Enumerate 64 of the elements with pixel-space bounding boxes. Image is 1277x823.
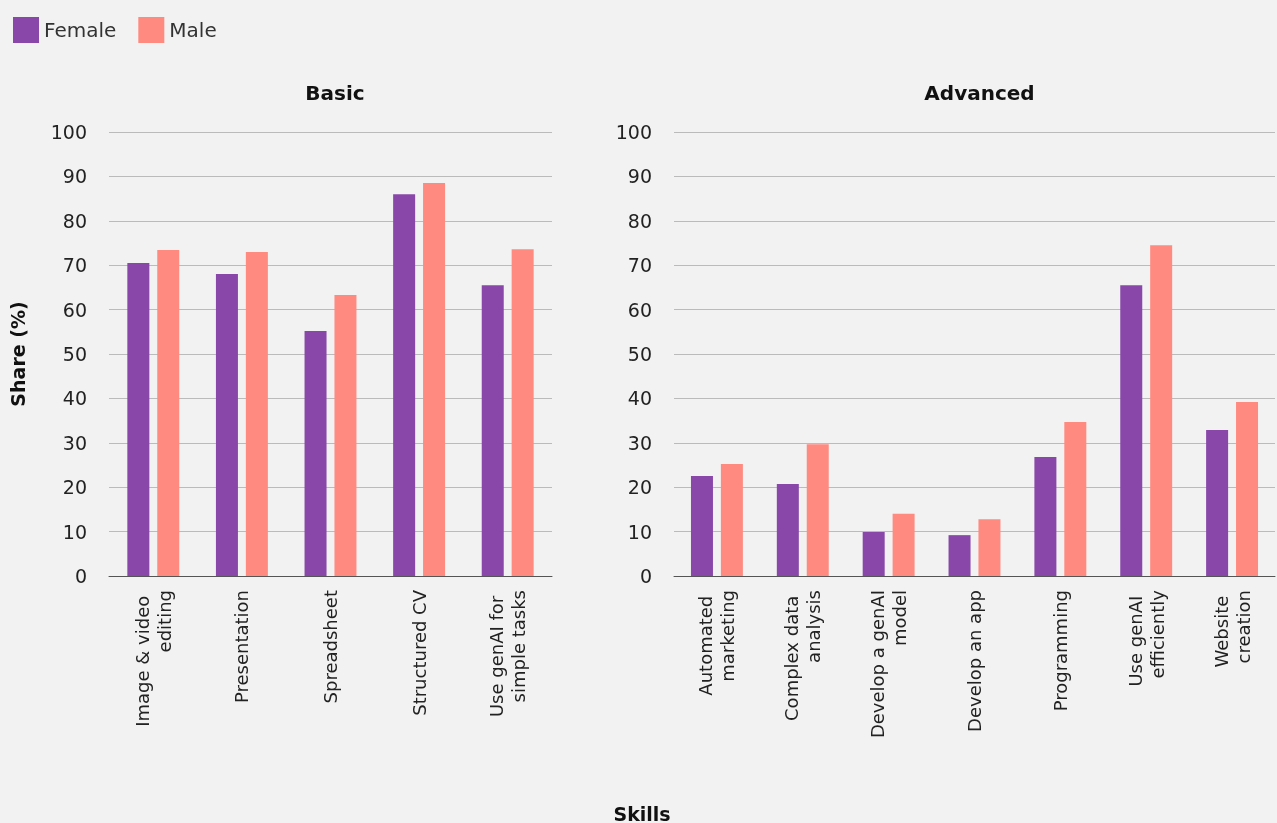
y-tick-label: 30 [627,431,652,454]
y-tick-label: 80 [627,209,652,232]
y-tick-label: 20 [62,476,87,499]
y-tick-label: 30 [62,431,87,454]
y-tick-label: 90 [62,165,87,188]
bar [245,251,268,576]
bar [892,513,915,576]
y-tick-label: 20 [627,476,652,499]
bar [720,464,743,576]
bar [1064,421,1087,576]
bar [127,262,150,576]
bar [393,194,416,576]
y-tick-label: 70 [62,254,87,277]
y-tick-label: 90 [627,165,652,188]
bar [948,535,971,576]
y-tick-label: 10 [62,520,87,543]
y-tick-label: 0 [639,565,652,587]
x-tick-label: Automated marketing [695,590,739,696]
legend-label: Male [169,18,217,42]
x-axis-title: Skills [613,802,671,823]
y-tick-label: 40 [62,387,87,410]
x-tick-label: Complex data analysis [781,590,825,721]
bar [1034,457,1057,576]
y-tick-label: 10 [627,520,652,543]
x-tick-label: Programming [1049,590,1071,712]
x-tick-label: Use genAI efficiently [1124,589,1168,687]
x-tick-label: Use genAI for simple tasks [486,590,530,718]
y-tick-label: 100 [615,121,652,143]
y-tick-label: 50 [627,343,652,365]
x-tick-label: Presentation [231,590,253,704]
bar [862,532,885,576]
x-tick-label: Website creation [1210,590,1254,668]
legend-label: Female [44,18,117,42]
y-axis-title: Share (%) [6,301,29,407]
chart-title: Basic [305,81,365,105]
bar [978,519,1001,576]
y-tick-label: 50 [62,343,87,365]
bar [304,330,327,576]
y-tick-label: 100 [50,121,87,143]
bar [215,274,238,576]
bar [1236,401,1259,576]
bar [1150,245,1173,576]
bar [776,484,799,576]
y-tick-label: 80 [62,209,87,232]
y-tick-label: 60 [62,298,87,321]
bar [423,183,446,576]
y-tick-label: 40 [627,387,652,410]
y-tick-label: 0 [74,565,87,587]
x-tick-label: Image & video editing [131,590,175,727]
bar [334,294,357,576]
bar [157,250,180,576]
bar [1120,285,1143,576]
bar [690,476,713,576]
bar [806,444,829,576]
x-tick-label: Develop a genAI model [867,590,911,739]
chart-title: Advanced [924,81,1035,105]
y-tick-label: 60 [627,298,652,321]
bar [511,249,534,576]
bar [1206,429,1229,576]
y-tick-label: 70 [627,254,652,277]
x-tick-label: Spreadsheet [320,590,341,704]
bar [481,285,504,576]
x-tick-label: Develop an app [964,590,985,732]
x-tick-label: Structured CV [408,589,430,716]
